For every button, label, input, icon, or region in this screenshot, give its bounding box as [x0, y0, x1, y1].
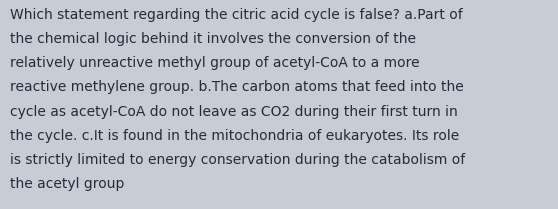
- Text: Which statement regarding the citric acid cycle is false? a.Part of: Which statement regarding the citric aci…: [10, 8, 463, 22]
- Text: the acetyl group: the acetyl group: [10, 177, 124, 191]
- Text: is strictly limited to energy conservation during the catabolism of: is strictly limited to energy conservati…: [10, 153, 465, 167]
- Text: cycle as acetyl-CoA do not leave as CO2 during their first turn in: cycle as acetyl-CoA do not leave as CO2 …: [10, 104, 458, 119]
- Text: relatively unreactive methyl group of acetyl-CoA to a more: relatively unreactive methyl group of ac…: [10, 56, 420, 70]
- Text: the chemical logic behind it involves the conversion of the: the chemical logic behind it involves th…: [10, 32, 416, 46]
- Text: reactive methylene group. b.The carbon atoms that feed into the: reactive methylene group. b.The carbon a…: [10, 80, 464, 94]
- Text: the cycle. c.It is found in the mitochondria of eukaryotes. Its role: the cycle. c.It is found in the mitochon…: [10, 129, 459, 143]
